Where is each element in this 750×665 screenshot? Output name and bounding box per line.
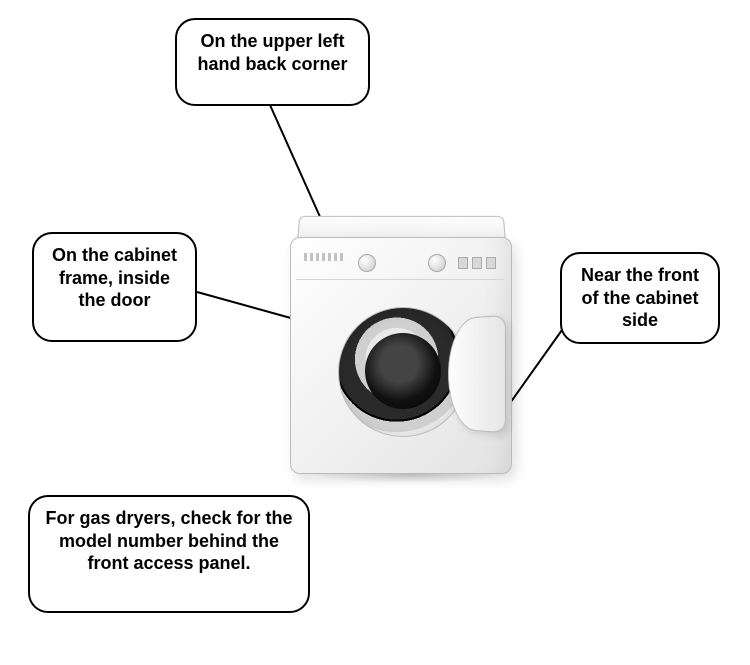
appliance-illustration <box>290 215 515 475</box>
diagram-stage: On the upper left hand back corner On th… <box>0 0 750 665</box>
callout-gas-note: For gas dryers, check for the model numb… <box>28 495 310 613</box>
door-open <box>448 315 506 434</box>
line-upper-back <box>270 105 325 228</box>
control-button <box>458 257 468 269</box>
callout-inside-door: On the cabinet frame, inside the door <box>32 232 197 342</box>
control-button <box>472 257 482 269</box>
control-knob <box>428 254 446 272</box>
brand-marks <box>304 253 344 261</box>
callout-cabinet-side: Near the front of the cabinet side <box>560 252 720 344</box>
appliance-controls <box>296 245 504 280</box>
control-button <box>486 257 496 269</box>
control-knob <box>358 254 376 272</box>
drum-interior <box>365 333 441 409</box>
callout-upper-back: On the upper left hand back corner <box>175 18 370 106</box>
